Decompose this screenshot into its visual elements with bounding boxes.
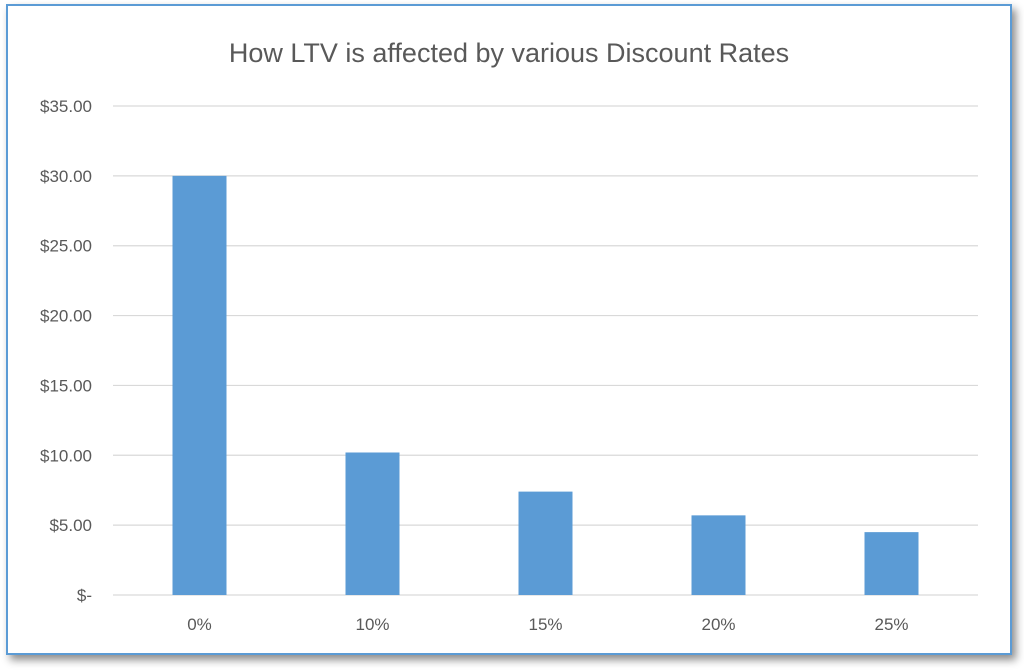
- x-tick-label: 20%: [701, 615, 735, 634]
- bar: [518, 491, 573, 595]
- x-axis-tick-labels: 0% 10% 15% 20% 25%: [187, 615, 908, 634]
- bar: [172, 175, 227, 595]
- chart-title: How LTV is affected by various Discount …: [229, 38, 789, 68]
- bar: [691, 515, 746, 595]
- gridlines: [113, 105, 978, 596]
- y-tick-label: $30.00: [40, 167, 92, 186]
- x-tick-label: 25%: [874, 615, 908, 634]
- y-tick-label: $25.00: [40, 237, 92, 256]
- y-tick-label: $15.00: [40, 376, 92, 395]
- y-tick-label: $10.00: [40, 446, 92, 465]
- y-axis-tick-labels: $- $5.00 $10.00 $15.00 $20.00 $25.00 $30.00 $35…: [40, 97, 92, 605]
- x-tick-label: 15%: [528, 615, 562, 634]
- bar: [864, 532, 919, 595]
- x-tick-label: 10%: [355, 615, 389, 634]
- bar: [345, 452, 400, 595]
- y-tick-label: $35.00: [40, 97, 92, 116]
- y-tick-label: $20.00: [40, 307, 92, 326]
- y-tick-label: $5.00: [49, 516, 92, 535]
- bars: [172, 175, 919, 595]
- x-tick-label: 0%: [187, 615, 212, 634]
- y-tick-label: $-: [77, 586, 92, 605]
